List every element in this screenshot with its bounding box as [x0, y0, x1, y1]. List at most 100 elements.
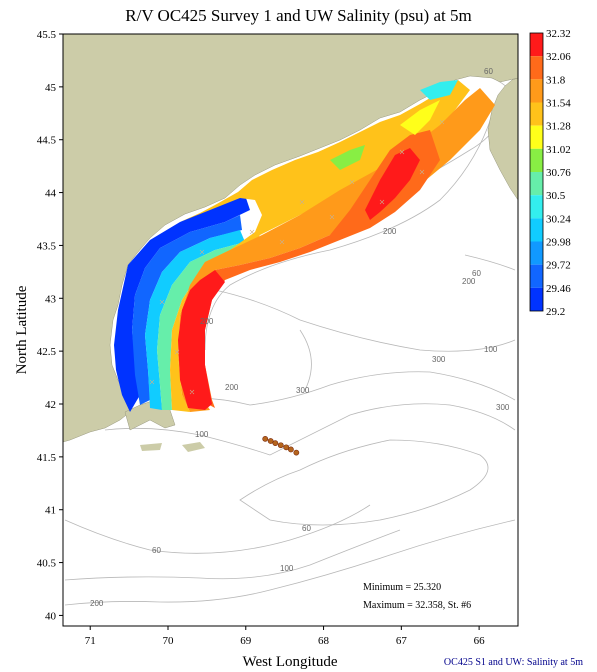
land-marthas-vineyard [140, 443, 162, 451]
contour-100-east [464, 254, 516, 271]
salinity-core-max [178, 270, 225, 410]
x-tick-label: 67 [396, 635, 408, 647]
colorbar: 32.32 32.06 31.8 31.54 31.28 31.02 30.76 30.5 30… [529, 28, 571, 318]
contour-label: 300 [496, 403, 510, 412]
colorbar-label: 30.24 [546, 213, 571, 225]
colorbar-swatch [530, 264, 543, 288]
colorbar-label: 32.06 [546, 51, 571, 63]
salinity-band-30.7 [157, 242, 248, 410]
contour-label: 60 [152, 546, 161, 555]
x-tick-label: 71 [85, 635, 96, 647]
colorbar-swatch [530, 195, 543, 219]
contour-60-shelf [64, 504, 371, 554]
sample-grid-marks [149, 119, 445, 395]
colorbar-label: 30.76 [546, 167, 571, 179]
x-axis-title: West Longitude [242, 654, 337, 670]
contour-misc-3 [299, 329, 312, 391]
station-dot [293, 449, 300, 456]
contour-label: 200 [383, 227, 397, 236]
contour-label: 100 [280, 564, 294, 573]
contour-60-bank [239, 439, 489, 526]
colorbar-swatch [530, 79, 543, 103]
y-tick-label: 44 [45, 188, 57, 200]
station-dot [262, 435, 269, 442]
salinity-field [114, 80, 495, 412]
x-tick-label: 69 [240, 635, 252, 647]
colorbar-label: 29.46 [546, 283, 571, 295]
y-tick-label: 45.5 [37, 29, 57, 41]
colorbar-swatch [530, 33, 543, 57]
land-nantucket [182, 442, 205, 452]
colorbar-swatch [530, 172, 543, 196]
contour-labels: 60 200 60 200 100 300 200 100 200 300 30… [90, 67, 510, 608]
station-dot [283, 444, 290, 451]
colorbar-label: 29.98 [546, 237, 571, 249]
y-tick-label: 41.5 [37, 452, 57, 464]
contour-label: 60 [472, 269, 481, 278]
colorbar-swatch [530, 56, 543, 80]
y-tick-label: 43.5 [37, 240, 57, 252]
colorbar-label: 31.28 [546, 121, 571, 133]
land-nova-scotia [487, 34, 519, 201]
station-dot [287, 446, 294, 453]
contour-label: 100 [195, 430, 209, 439]
contour-200-georges [174, 371, 516, 406]
contour-label: 100 [484, 345, 498, 354]
y-tick-label: 40 [45, 610, 57, 622]
colorbar-swatch [530, 125, 543, 149]
y-tick-label: 43 [45, 293, 57, 305]
colorbar-swatch [530, 287, 543, 311]
salinity-patch-cyan [420, 80, 458, 100]
colorbar-swatch [530, 241, 543, 265]
contour-label: 300 [432, 355, 446, 364]
maximum-stat: Maximum = 32.358, St. #6 [363, 600, 472, 611]
salinity-band-fresh [114, 195, 250, 412]
y-tick-label: 44.5 [37, 135, 57, 147]
contour-label: 60 [484, 67, 493, 76]
contour-200-shelf [64, 519, 516, 606]
map-border [62, 33, 519, 627]
contour-100-shelf [64, 529, 401, 581]
y-tick-label: 41 [45, 505, 56, 517]
colorbar-swatch [530, 218, 543, 242]
x-tick-label: 70 [163, 635, 175, 647]
contour-label: 200 [462, 277, 476, 286]
salinity-patch-green [330, 145, 365, 170]
colorbar-swatch [530, 102, 543, 126]
contour-300-basin [214, 289, 516, 352]
colorbar-label: 29.72 [546, 260, 571, 272]
x-tick-label: 68 [318, 635, 330, 647]
y-tick-label: 45 [45, 82, 57, 94]
station-dot [277, 442, 284, 449]
colorbar-swatch [530, 148, 543, 172]
salinity-patch-yellow [400, 100, 440, 135]
x-axis-ticks: 71 70 69 68 67 66 [85, 626, 485, 647]
colorbar-label: 31.54 [546, 98, 571, 110]
contour-100-georges [104, 403, 516, 456]
contour-label: 200 [90, 599, 104, 608]
y-tick-label: 42.5 [37, 346, 57, 358]
salinity-band-30.2 [145, 230, 245, 410]
colorbar-label: 31.02 [546, 144, 571, 156]
y-axis-ticks: 45.5 45 44.5 44 43.5 43 42.5 42 41.5 41 40.5 40 [37, 29, 63, 622]
contour-label: 200 [200, 317, 214, 326]
colorbar-label: 29.2 [546, 306, 565, 318]
y-axis-title: North Latitude [14, 285, 30, 374]
station-dot [272, 440, 279, 447]
y-tick-label: 40.5 [37, 558, 57, 570]
map-panel: 60 200 60 200 100 300 200 100 200 300 30… [62, 33, 519, 627]
station-dot [267, 438, 274, 444]
contour-200-gulf [204, 104, 496, 351]
contour-label: 60 [302, 524, 311, 533]
contour-label: 200 [225, 383, 239, 392]
station-markers [262, 435, 300, 456]
footer-caption: OC425 S1 and UW: Salinity at 5m [443, 657, 583, 668]
colorbar-label: 31.8 [546, 74, 566, 86]
minimum-stat: Minimum = 25.320 [363, 582, 442, 593]
map-title: R/V OC425 Survey 1 and UW Salinity (psu)… [125, 6, 472, 25]
salinity-band-29.7 [132, 215, 242, 405]
salinity-core-gulf [365, 148, 420, 220]
colorbar-border [529, 32, 544, 312]
colorbar-label: 32.32 [546, 28, 571, 40]
